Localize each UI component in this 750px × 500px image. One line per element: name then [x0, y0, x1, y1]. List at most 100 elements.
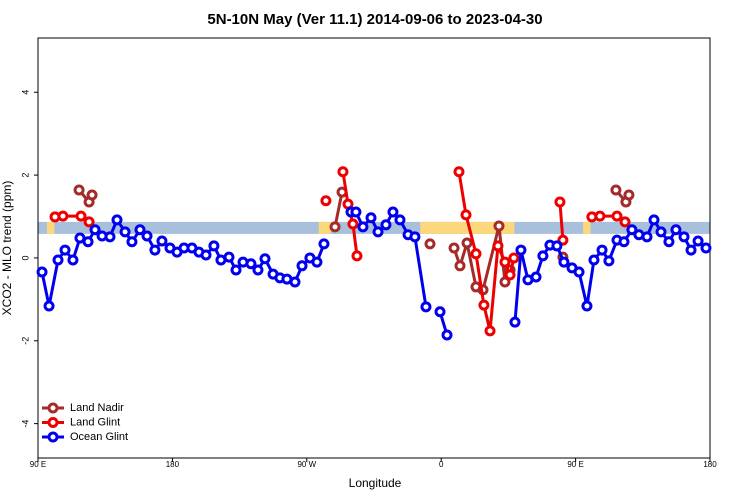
legend-marker	[47, 402, 59, 414]
x-tick-label: 180	[703, 460, 717, 469]
point	[573, 266, 585, 278]
point	[663, 236, 675, 248]
point	[89, 224, 101, 236]
point	[692, 235, 704, 247]
point	[492, 240, 504, 252]
legend-label: Land Nadir	[70, 402, 124, 414]
legend-label: Land Glint	[70, 416, 120, 428]
point	[603, 255, 615, 267]
point	[347, 218, 359, 230]
point	[329, 221, 341, 233]
point	[141, 230, 153, 242]
point	[83, 216, 95, 228]
x-axis-label: Longitude	[349, 476, 402, 490]
point	[420, 301, 432, 313]
point	[509, 316, 521, 328]
point	[530, 271, 542, 283]
point	[655, 226, 667, 238]
point	[67, 254, 79, 266]
point	[372, 226, 384, 238]
point	[537, 250, 549, 262]
point	[611, 210, 623, 222]
point	[380, 219, 392, 231]
x-tick-label: 180	[166, 460, 180, 469]
point	[357, 221, 369, 233]
series-line	[333, 191, 344, 228]
point	[387, 206, 399, 218]
point	[337, 166, 349, 178]
point	[59, 244, 71, 256]
point	[52, 254, 64, 266]
point	[156, 235, 168, 247]
point	[119, 226, 131, 238]
point	[245, 258, 257, 270]
point	[36, 266, 48, 278]
point	[149, 244, 161, 256]
point	[365, 212, 377, 224]
point	[259, 253, 271, 265]
point	[200, 249, 212, 261]
point	[104, 231, 116, 243]
point	[350, 206, 362, 218]
point	[484, 325, 496, 337]
point	[351, 250, 363, 262]
point	[74, 232, 86, 244]
series-line	[558, 201, 565, 241]
point	[252, 264, 264, 276]
point	[499, 256, 511, 268]
point	[619, 216, 631, 228]
legend-label: Ocean Glint	[70, 431, 128, 443]
point	[678, 231, 690, 243]
point	[73, 184, 85, 196]
point	[448, 242, 460, 254]
point	[581, 300, 593, 312]
point	[318, 238, 330, 250]
point	[409, 231, 421, 243]
point	[626, 224, 638, 236]
point	[623, 189, 635, 201]
x-tick-label: 90 E	[30, 460, 46, 469]
point	[588, 254, 600, 266]
land-span	[318, 221, 331, 234]
point	[551, 240, 563, 252]
land-span	[583, 221, 591, 234]
point	[700, 242, 712, 254]
point	[618, 236, 630, 248]
point	[554, 196, 566, 208]
point	[296, 260, 308, 272]
x-tick-label: 0	[439, 460, 444, 469]
point	[596, 244, 608, 256]
point	[499, 276, 511, 288]
point	[320, 195, 332, 207]
point	[86, 189, 98, 201]
point	[594, 210, 606, 222]
plot-frame	[37, 37, 711, 459]
point	[424, 238, 436, 250]
point	[461, 237, 473, 249]
point	[57, 210, 69, 222]
point	[641, 231, 653, 243]
y-axis-label: XCO2 - MLO trend (ppm)	[0, 181, 14, 316]
point	[111, 214, 123, 226]
legend-marker	[47, 417, 59, 428]
point	[126, 236, 138, 248]
point	[82, 236, 94, 248]
land-span	[420, 221, 515, 234]
legend-marker	[47, 431, 59, 443]
point	[478, 299, 490, 311]
point	[685, 244, 697, 256]
point	[43, 300, 55, 312]
point	[504, 269, 516, 281]
series-line	[513, 216, 707, 323]
point	[454, 260, 466, 272]
point	[230, 264, 242, 276]
point	[75, 210, 87, 222]
land-span	[46, 221, 55, 234]
point	[223, 251, 235, 263]
point	[508, 252, 520, 264]
point	[493, 220, 505, 232]
point	[470, 248, 482, 260]
y-tick-label: -4	[20, 420, 30, 428]
point	[515, 244, 527, 256]
